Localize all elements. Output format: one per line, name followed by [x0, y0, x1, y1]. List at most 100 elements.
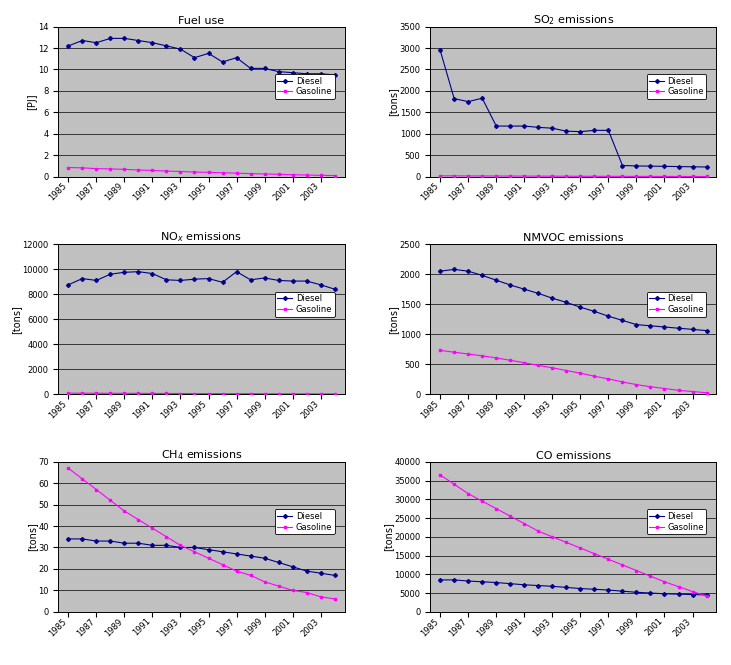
- Gasoline: [604, 375, 613, 383]
- Diesel: [506, 122, 515, 130]
- Gasoline: [64, 389, 72, 397]
- Y-axis label: [tons]: [tons]: [388, 87, 398, 116]
- Gasoline: [317, 172, 325, 180]
- Diesel: [232, 268, 241, 276]
- Gasoline: [674, 583, 683, 591]
- Diesel: [92, 537, 101, 545]
- Diesel: [260, 554, 269, 562]
- Gasoline: [92, 165, 101, 173]
- Diesel: [288, 563, 297, 571]
- Gasoline: [232, 169, 241, 177]
- Diesel: [246, 276, 255, 284]
- Gasoline: [436, 172, 444, 180]
- Diesel: [492, 122, 501, 130]
- Gasoline: [646, 383, 655, 391]
- Diesel: [702, 327, 711, 334]
- Diesel: [288, 68, 297, 76]
- Title: NO$_x$ emissions: NO$_x$ emissions: [160, 230, 243, 244]
- Gasoline: [92, 485, 101, 493]
- Diesel: [64, 42, 72, 50]
- Diesel: [218, 548, 227, 556]
- Line: Diesel: Diesel: [439, 268, 708, 332]
- Gasoline: [576, 172, 585, 180]
- Gasoline: [64, 464, 72, 472]
- Line: Gasoline: Gasoline: [439, 174, 708, 178]
- Gasoline: [330, 595, 339, 603]
- Diesel: [702, 591, 711, 599]
- Diesel: [232, 54, 241, 62]
- Line: Diesel: Diesel: [439, 49, 708, 168]
- Gasoline: [106, 389, 115, 397]
- Gasoline: [246, 390, 255, 398]
- Gasoline: [674, 386, 683, 394]
- Diesel: [246, 65, 255, 72]
- Gasoline: [632, 567, 641, 575]
- Diesel: [436, 267, 444, 275]
- Diesel: [218, 279, 227, 287]
- Gasoline: [204, 554, 213, 562]
- Gasoline: [506, 356, 515, 364]
- Diesel: [134, 539, 143, 547]
- Diesel: [548, 583, 557, 591]
- Gasoline: [688, 588, 697, 596]
- Gasoline: [218, 561, 227, 569]
- Diesel: [646, 162, 655, 170]
- Gasoline: [463, 172, 472, 180]
- Gasoline: [246, 170, 255, 178]
- Diesel: [204, 275, 213, 283]
- Gasoline: [660, 384, 669, 392]
- Diesel: [330, 285, 339, 293]
- Diesel: [246, 552, 255, 560]
- Y-axis label: [tons]: [tons]: [388, 305, 398, 334]
- Gasoline: [618, 561, 626, 569]
- Y-axis label: [tons]: [tons]: [27, 522, 37, 551]
- Line: Gasoline: Gasoline: [67, 166, 336, 177]
- Diesel: [604, 312, 613, 320]
- Gasoline: [660, 578, 669, 586]
- Gasoline: [450, 172, 458, 180]
- Gasoline: [274, 170, 283, 178]
- Diesel: [534, 582, 542, 590]
- Diesel: [576, 303, 585, 311]
- Diesel: [106, 270, 115, 278]
- Gasoline: [702, 389, 711, 397]
- Diesel: [478, 94, 487, 102]
- Gasoline: [148, 524, 157, 532]
- Diesel: [274, 559, 283, 567]
- Gasoline: [190, 168, 199, 176]
- Diesel: [562, 127, 571, 135]
- Gasoline: [660, 172, 669, 180]
- Diesel: [590, 307, 599, 315]
- Gasoline: [520, 519, 529, 527]
- Diesel: [162, 276, 171, 284]
- Diesel: [162, 42, 171, 50]
- Diesel: [604, 586, 613, 594]
- Title: CO emissions: CO emissions: [536, 451, 611, 461]
- Line: Gasoline: Gasoline: [439, 473, 708, 597]
- Diesel: [148, 39, 157, 47]
- Gasoline: [478, 352, 487, 360]
- Gasoline: [274, 582, 283, 590]
- Diesel: [274, 277, 283, 285]
- Diesel: [288, 277, 297, 285]
- Diesel: [632, 589, 641, 597]
- Gasoline: [436, 346, 444, 354]
- Diesel: [303, 277, 311, 285]
- Line: Gasoline: Gasoline: [67, 467, 336, 600]
- Diesel: [303, 567, 311, 575]
- Gasoline: [548, 364, 557, 372]
- Diesel: [330, 71, 339, 79]
- Gasoline: [120, 166, 129, 174]
- Gasoline: [148, 166, 157, 174]
- Diesel: [190, 275, 199, 283]
- Gasoline: [303, 390, 311, 398]
- Gasoline: [618, 172, 626, 180]
- Gasoline: [176, 541, 185, 549]
- Diesel: [674, 325, 683, 332]
- Gasoline: [576, 544, 585, 552]
- Diesel: [576, 585, 585, 593]
- Gasoline: [204, 168, 213, 176]
- Diesel: [204, 546, 213, 554]
- Diesel: [78, 275, 87, 283]
- Diesel: [120, 35, 129, 43]
